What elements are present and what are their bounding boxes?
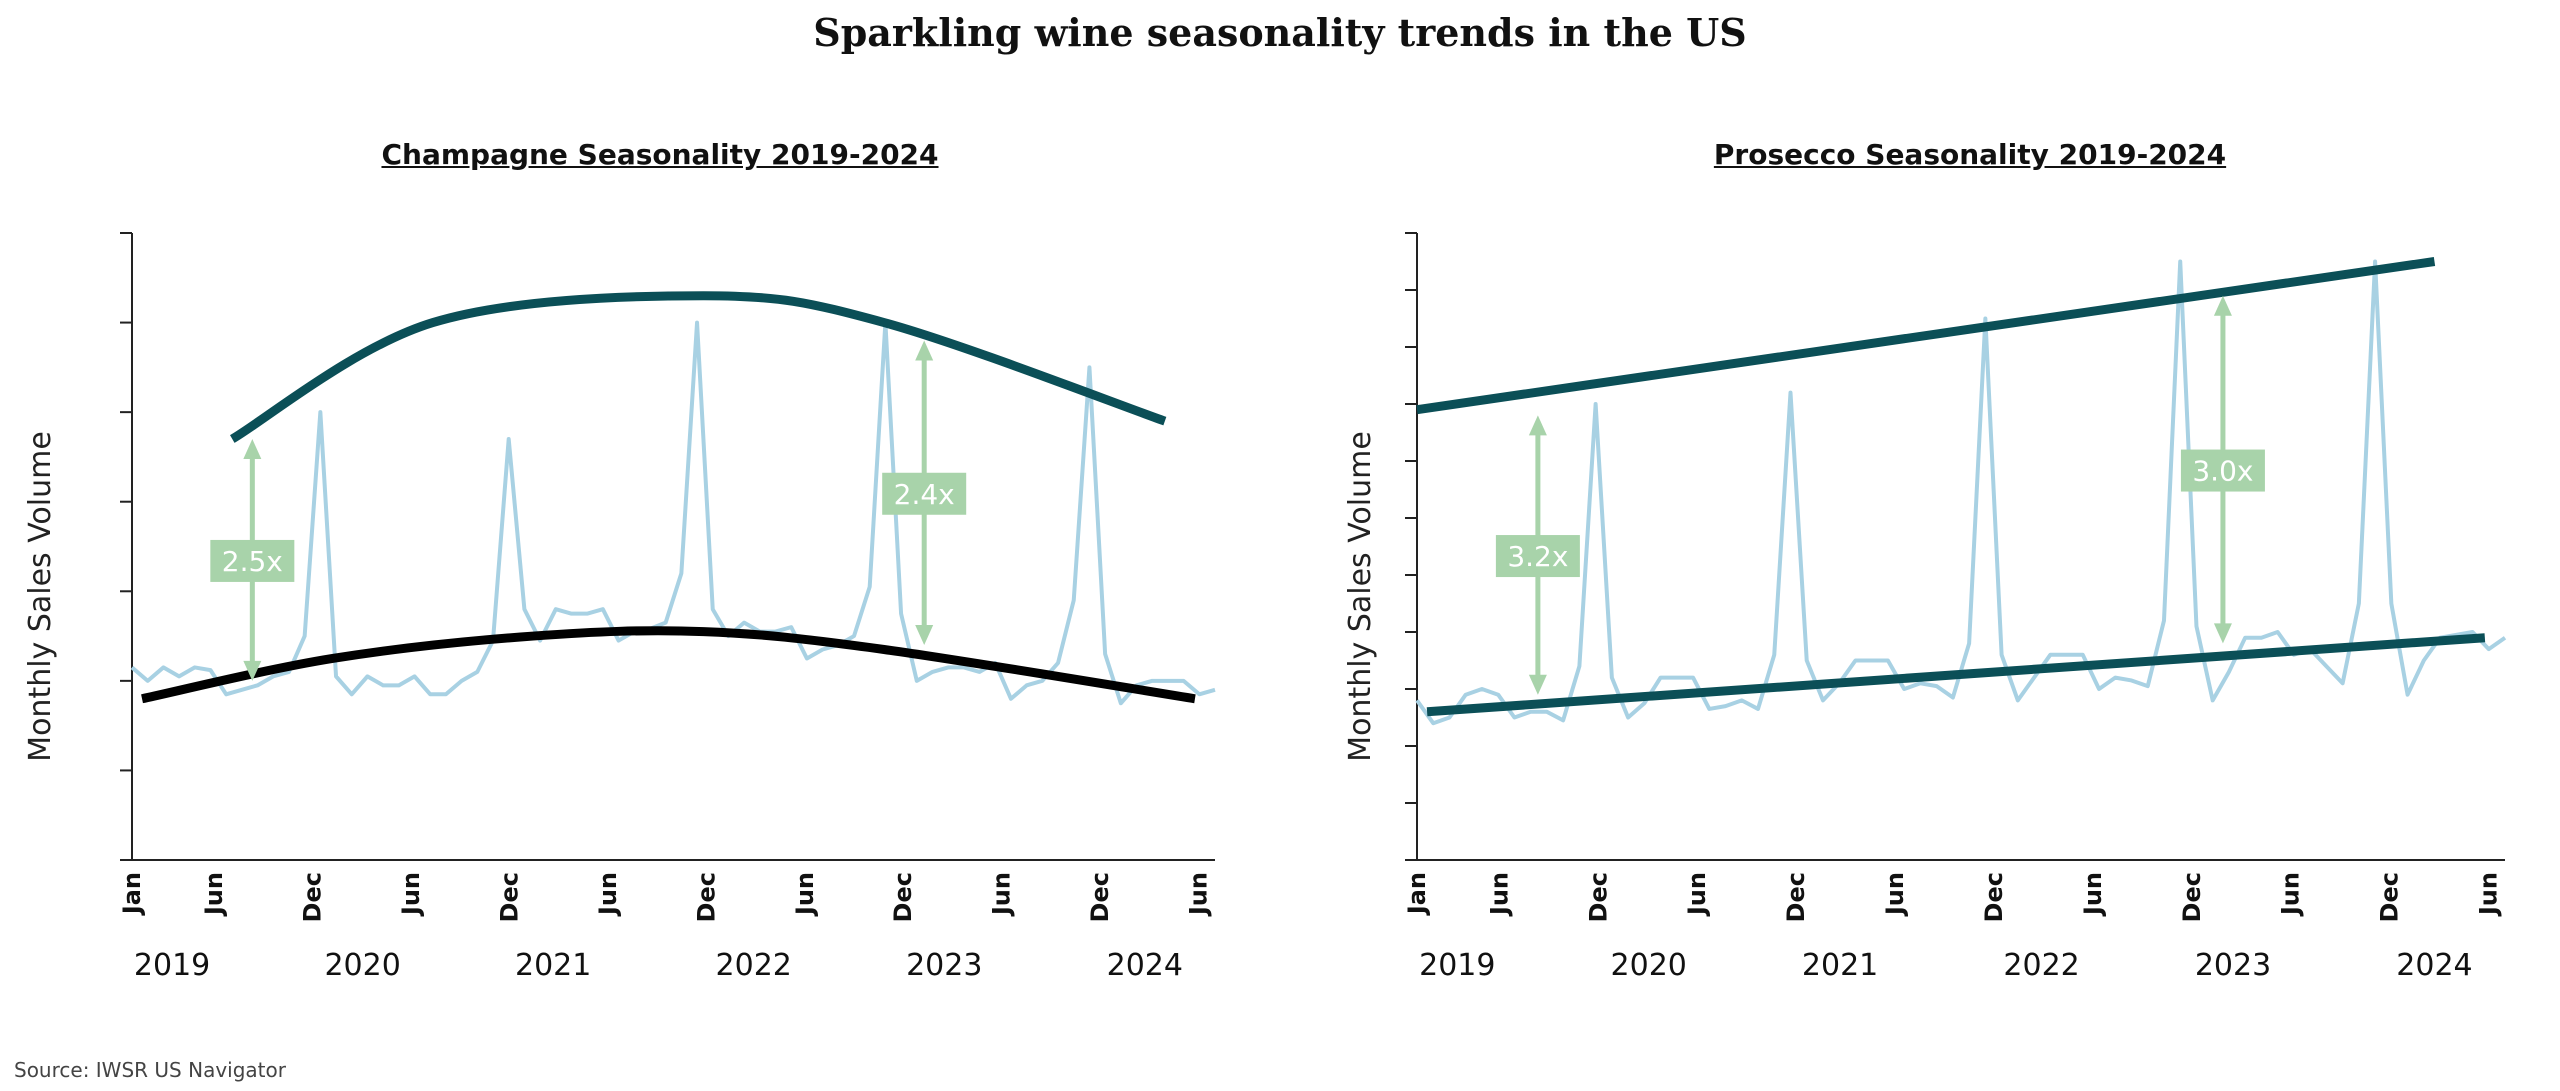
annotation-label: 3.0x — [2192, 455, 2253, 488]
x-tick-label-month: Dec — [1584, 872, 1612, 922]
x-tick-label-month: Dec — [889, 872, 917, 922]
x-tick-label-month: Dec — [1980, 872, 2008, 922]
prosecco-chart-title: Prosecco Seasonality 2019-2024 — [1713, 138, 2227, 171]
x-tick-label-month: Jun — [1683, 872, 1711, 917]
page-title: Sparkling wine seasonality trends in the… — [813, 10, 1747, 55]
x-tick-label-year: 2022 — [716, 948, 792, 983]
annotation-label-box — [1495, 535, 1580, 578]
x-tick-label-month: Dec — [1782, 872, 1810, 922]
arrow-down-icon — [243, 660, 262, 681]
x-tick-label-month: Jun — [1485, 872, 1513, 917]
x-tick-label-month: Jun — [1185, 872, 1213, 917]
upper-envelope-line — [1416, 257, 2436, 415]
x-tick-label-year: 2024 — [2396, 948, 2472, 983]
arrow-up-icon — [1528, 415, 1547, 436]
multiplier-annotation: 3.0x — [2180, 295, 2265, 644]
arrow-down-icon — [1528, 674, 1547, 695]
annotation-label: 2.5x — [222, 545, 283, 578]
x-tick-label-year: 2019 — [1419, 948, 1495, 983]
x-tick-label-year: 2022 — [2003, 948, 2079, 983]
x-tick-label-year: 2021 — [1802, 948, 1878, 983]
x-tick-label-month: Jun — [1881, 872, 1909, 917]
multiplier-annotation: 2.5x — [210, 439, 295, 681]
source-note: Source: IWSR US Navigator — [14, 1058, 286, 1082]
arrow-down-icon — [2213, 623, 2232, 644]
x-tick-label-month: Jun — [397, 872, 425, 917]
arrow-up-icon — [243, 439, 262, 460]
annotation-label: 2.4x — [894, 478, 955, 511]
x-tick-label-month: Jun — [2475, 872, 2503, 917]
y-axis-label: Monthly Sales Volume — [23, 431, 58, 762]
x-tick-label-month: Jan — [1403, 872, 1431, 916]
x-tick-label-month: Dec — [495, 872, 523, 922]
annotation-label-box — [882, 472, 967, 515]
x-tick-label-month: Jan — [118, 872, 146, 916]
arrow-down-icon — [915, 625, 934, 646]
x-tick-label-month: Dec — [2376, 872, 2404, 922]
x-tick-label-month: Jun — [791, 872, 819, 917]
annotation-label: 3.2x — [1507, 540, 1568, 573]
multiplier-annotation: 3.2x — [1495, 415, 1580, 695]
upper-envelope-line — [230, 291, 1167, 443]
annotation-label-box — [210, 539, 295, 582]
x-tick-label-month: Dec — [692, 872, 720, 922]
x-tick-label-year: 2019 — [134, 948, 210, 983]
monthly-sales-line — [130, 320, 1216, 706]
lower-envelope-line — [141, 626, 1196, 704]
x-tick-label-month: Dec — [2178, 872, 2206, 922]
x-tick-label-month: Jun — [2277, 872, 2305, 917]
x-tick-label-month: Dec — [1086, 872, 1114, 922]
champagne-chart-title: Champagne Seasonality 2019-2024 — [381, 138, 939, 171]
prosecco-chart: Monthly Sales Volume Jan Jun Dec Jun Dec Jun De… — [1343, 232, 2507, 983]
x-tick-label-month: Jun — [594, 872, 622, 917]
x-tick-label-month: Jun — [988, 872, 1016, 917]
champagne-chart: Monthly Sales Volume Jan Jun Dec Jun Dec Jun De… — [23, 232, 1216, 983]
x-tick-label-month: Jun — [2079, 872, 2107, 917]
x-tick-label-year: 2020 — [1611, 948, 1687, 983]
x-tick-label-year: 2021 — [515, 948, 591, 983]
lower-envelope-line — [1426, 633, 2486, 717]
x-tick-label-month: Dec — [299, 872, 327, 922]
x-tick-label-year: 2020 — [324, 948, 400, 983]
annotation-label-box — [2180, 449, 2265, 492]
arrow-up-icon — [2213, 295, 2232, 316]
x-tick-label-month: Jun — [200, 872, 228, 917]
arrow-up-icon — [915, 340, 934, 361]
multiplier-annotation: 2.4x — [882, 340, 967, 646]
x-tick-label-year: 2023 — [906, 948, 982, 983]
x-tick-label-year: 2024 — [1107, 948, 1183, 983]
y-axis-label: Monthly Sales Volume — [1343, 431, 1378, 762]
x-tick-label-year: 2023 — [2195, 948, 2271, 983]
